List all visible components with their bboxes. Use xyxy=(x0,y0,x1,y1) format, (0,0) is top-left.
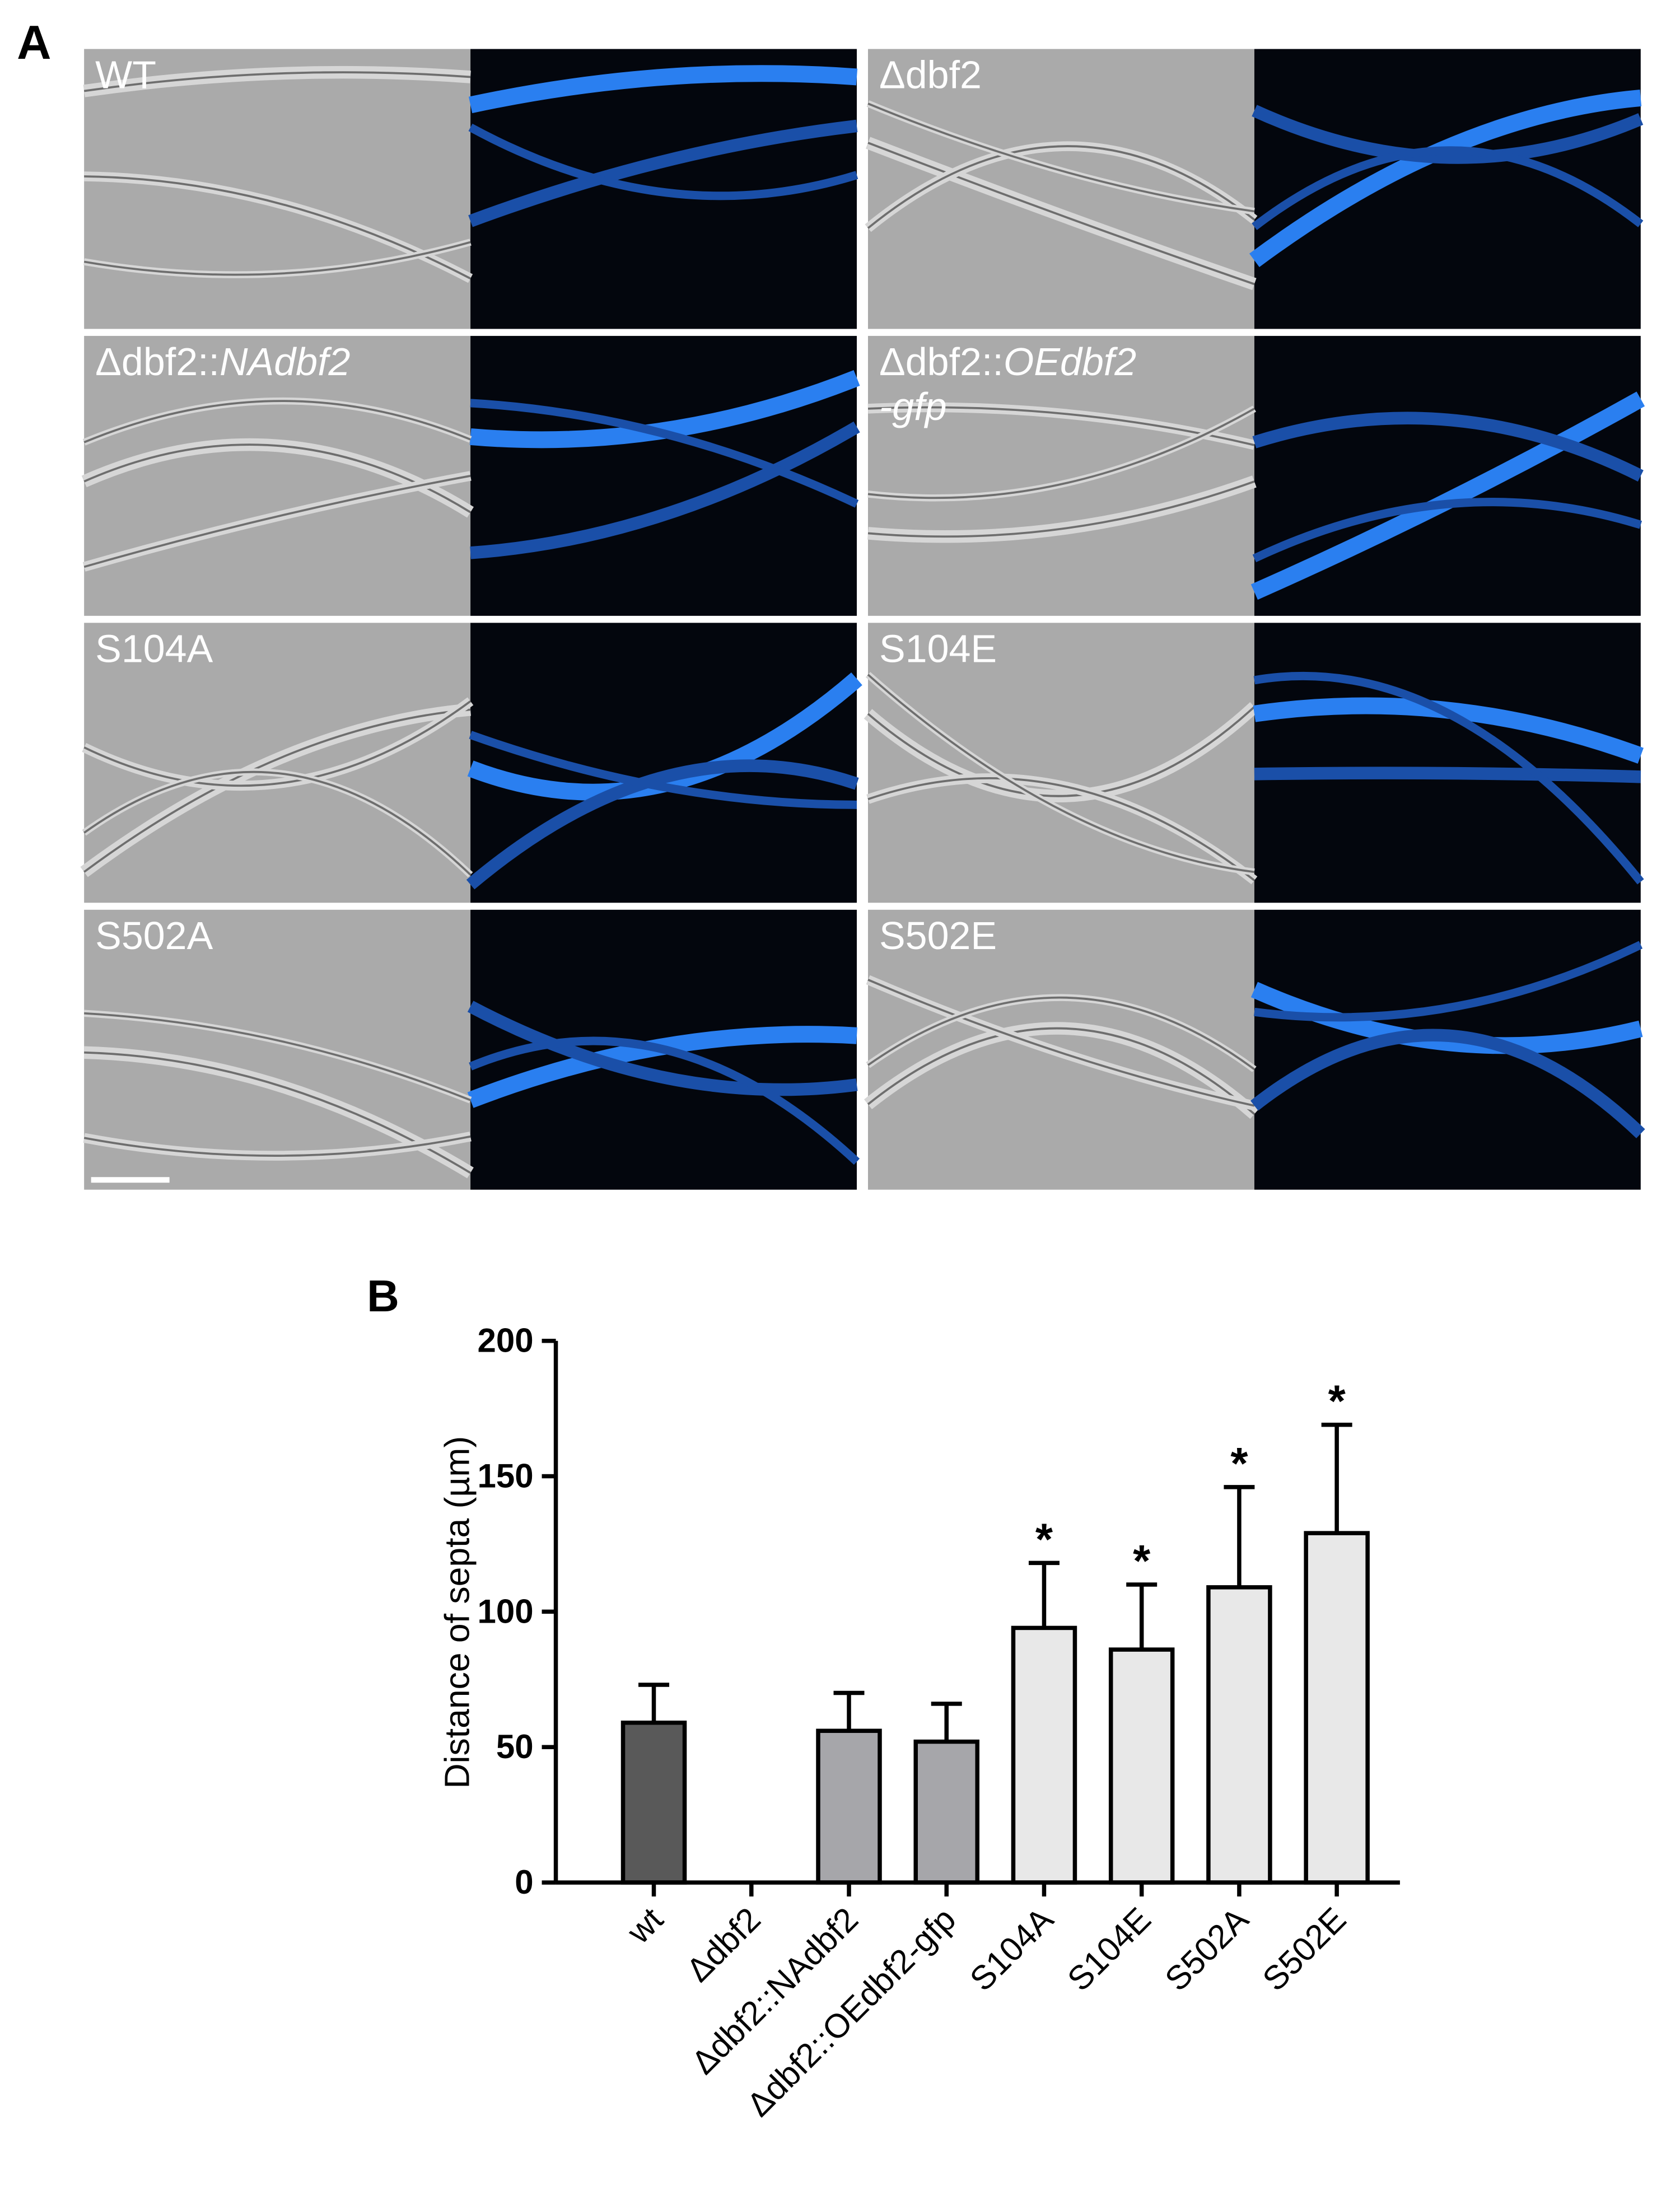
y-tick-label: 0 xyxy=(515,1863,533,1901)
hypha-edge xyxy=(84,1012,471,1101)
y-tick-label: 150 xyxy=(477,1457,533,1495)
hypha-fluorescence xyxy=(1254,767,1641,783)
panel-caption: Δdbf2::NAdbf2 xyxy=(95,340,350,384)
hypha-fluorescence xyxy=(1252,498,1642,563)
panel-caption: Δdbf2 xyxy=(879,53,982,96)
hypha-edge xyxy=(83,770,472,876)
caption-text: S104E xyxy=(879,627,997,670)
caption-italic: OEdbf2 xyxy=(1004,340,1136,384)
fluorescence-image xyxy=(1254,623,1641,903)
hypha-edge xyxy=(867,1027,1256,1115)
x-tick-label: Δdbf2::NAdbf2 xyxy=(684,1900,865,2081)
hypha-fluorescence xyxy=(468,119,858,227)
bar xyxy=(1011,1625,1077,1885)
x-tick-label: S502A xyxy=(1158,1900,1256,1998)
y-tick-label: 100 xyxy=(477,1592,533,1630)
hypha-fluorescence xyxy=(1250,1029,1645,1138)
panel-caption: S502A xyxy=(95,914,213,957)
hypha-fluorescence xyxy=(466,759,859,890)
y-tick-label: 50 xyxy=(496,1728,534,1765)
significance-marker: * xyxy=(1230,1438,1248,1488)
panel-caption: WT xyxy=(95,53,156,96)
bar xyxy=(1206,1585,1272,1885)
hypha-fluorescence xyxy=(469,731,857,809)
hypha-edge xyxy=(867,480,1255,538)
hypha-edge xyxy=(83,241,471,276)
panel-label: A xyxy=(17,16,51,69)
y-axis-label: Distance of septa (µm) xyxy=(438,1436,477,1789)
dic-image xyxy=(867,335,1254,616)
hypha-edge xyxy=(867,408,1255,499)
caption-text: S502E xyxy=(879,914,997,957)
hypha-edge xyxy=(867,102,1255,213)
hypha-edge xyxy=(867,996,1256,1071)
hypha-edge xyxy=(83,71,471,92)
x-tick-label: S104A xyxy=(963,1900,1061,1998)
hypha-fluorescence xyxy=(468,123,858,200)
hypha-edge xyxy=(867,705,1256,797)
bar xyxy=(1108,1647,1175,1885)
hypha-fluorescence xyxy=(470,421,860,559)
x-tick-label: S502E xyxy=(1256,1900,1354,1998)
panel-caption: S502E xyxy=(879,914,997,957)
panel-caption: Δdbf2::OEdbf2 xyxy=(879,340,1136,384)
bar xyxy=(913,1739,979,1885)
panel-caption: S104A xyxy=(95,627,213,670)
bar xyxy=(816,1728,882,1885)
caption-text: S104A xyxy=(95,627,213,670)
hypha-edge xyxy=(83,475,471,568)
caption-text: S502A xyxy=(95,914,213,957)
hypha-fluorescence xyxy=(470,399,859,508)
hypha-fluorescence xyxy=(1250,982,1643,1054)
panel-label: B xyxy=(367,1271,399,1321)
hypha-fluorescence xyxy=(469,1036,860,1165)
dic-image xyxy=(84,49,471,329)
fluorescence-image xyxy=(470,623,857,903)
x-tick-label: Δdbf2 xyxy=(679,1900,768,1989)
hypha-edge xyxy=(83,1135,471,1157)
caption-italic: NAdbf2 xyxy=(220,340,350,384)
hypha-edge xyxy=(867,142,1255,286)
hypha-edge xyxy=(83,708,471,873)
hypha-edge xyxy=(867,145,1256,229)
hypha-fluorescence xyxy=(1253,671,1644,885)
hypha-fluorescence xyxy=(1252,412,1644,482)
caption-text: WT xyxy=(95,53,156,96)
hypha-edge xyxy=(867,674,1255,873)
bar xyxy=(1304,1531,1370,1885)
x-tick-label: wt xyxy=(619,1900,670,1951)
bar xyxy=(620,1720,687,1885)
significance-marker: * xyxy=(1035,1514,1053,1564)
hypha-fluorescence xyxy=(1253,941,1643,1022)
caption-text: Δdbf2 xyxy=(879,53,982,96)
hypha-fluorescence xyxy=(1252,105,1644,164)
x-tick-label: S104E xyxy=(1060,1900,1158,1998)
hypha-edge xyxy=(83,400,471,443)
panel-caption: S104E xyxy=(879,627,997,670)
panel-caption: -gfp xyxy=(879,385,947,428)
hypha-fluorescence xyxy=(468,65,858,114)
hypha-fluorescence xyxy=(467,1001,858,1096)
caption-text: Δdbf2:: xyxy=(95,340,220,384)
significance-marker: * xyxy=(1328,1376,1346,1426)
hypha-edge xyxy=(867,777,1256,881)
hypha-edge xyxy=(83,700,472,787)
significance-marker: * xyxy=(1133,1536,1151,1586)
hypha-fluorescence xyxy=(1252,146,1644,230)
hypha-edge xyxy=(867,979,1255,1107)
y-tick-label: 200 xyxy=(477,1322,533,1359)
caption-text: Δdbf2:: xyxy=(879,340,1004,384)
